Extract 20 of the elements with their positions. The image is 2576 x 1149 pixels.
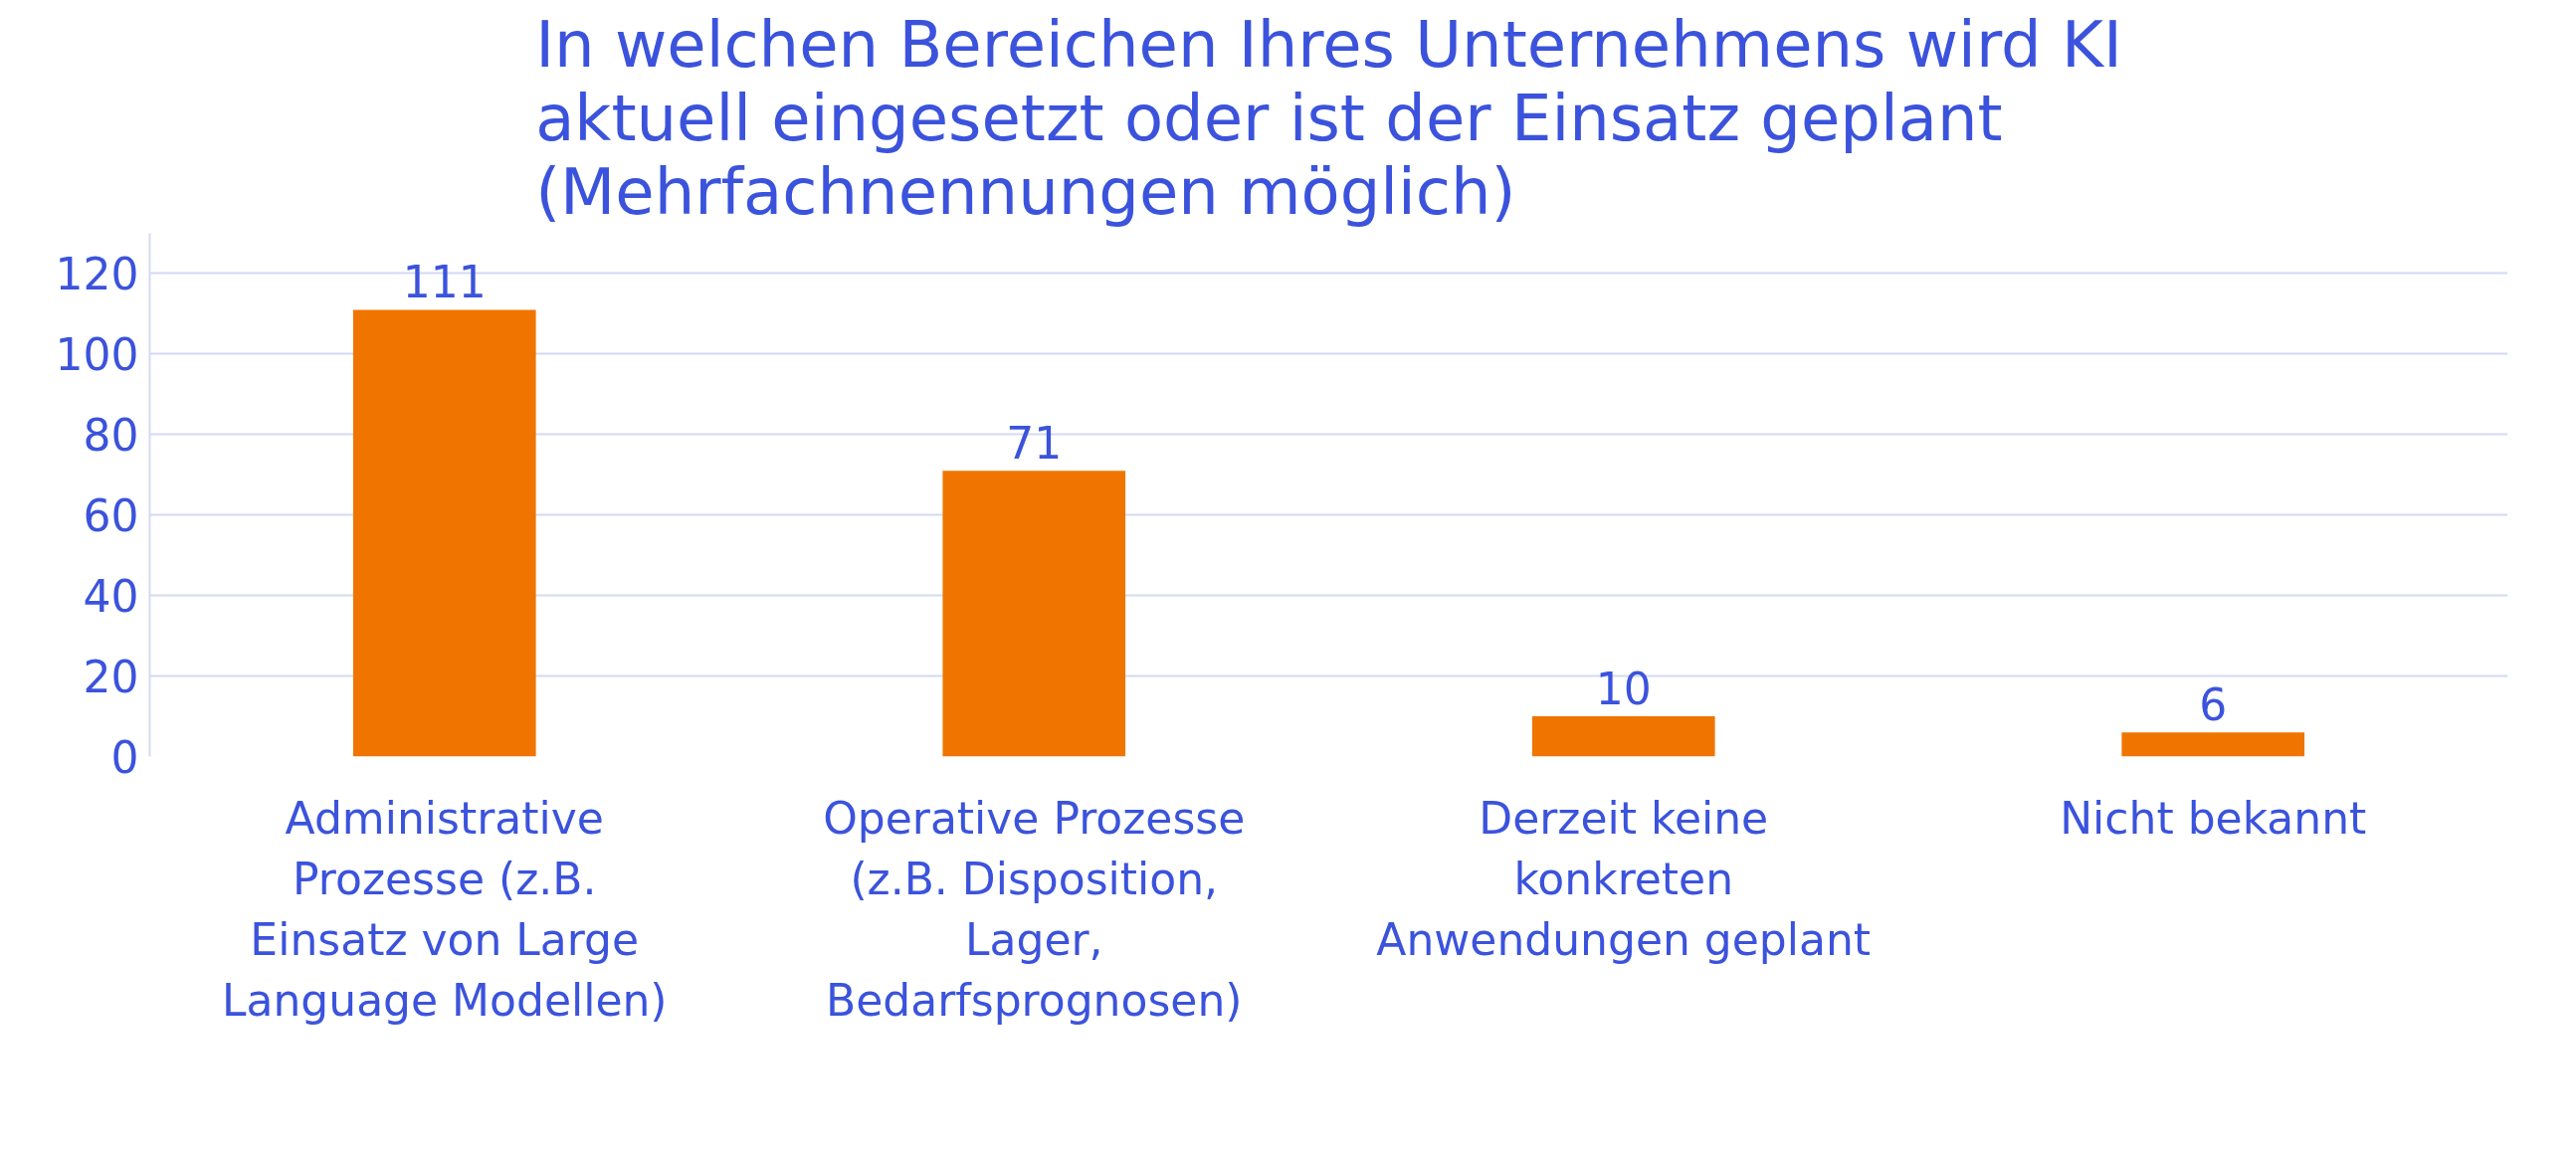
y-tick-label: 80	[83, 410, 139, 462]
y-tick-label: 100	[55, 329, 139, 381]
y-tick-label: 120	[55, 249, 139, 300]
data-label: 71	[1006, 418, 1063, 470]
bar	[942, 471, 1126, 757]
y-tick-label: 40	[83, 571, 139, 623]
bar	[2121, 732, 2305, 757]
bar	[352, 309, 536, 757]
x-tick-label: Operative Prozesse (z.B. Disposition, Lager, Bedarfsprognosen)	[823, 792, 1246, 1027]
x-tick-label: Nicht bekannt	[2060, 792, 2367, 844]
y-tick-label: 0	[110, 732, 139, 783]
y-tick-label: 20	[83, 652, 139, 703]
data-label: 10	[1595, 664, 1652, 715]
chart-title: In welchen Bereichen Ihres Unternehmens wird KI aktuell eingesetzt oder ist der Einsatz geplant (Mehrfachnennungen möglich)	[535, 7, 2122, 229]
y-tick-label: 60	[83, 490, 139, 542]
x-tick-label: Derzeit keine konkreten Anwendungen geplant	[1376, 792, 1872, 965]
data-label: 111	[402, 257, 487, 308]
bar	[1531, 716, 1715, 757]
data-label: 6	[2199, 679, 2228, 731]
x-tick-label: Administrative Prozesse (z.B. Einsatz von Large Language Modellen)	[221, 792, 668, 1027]
